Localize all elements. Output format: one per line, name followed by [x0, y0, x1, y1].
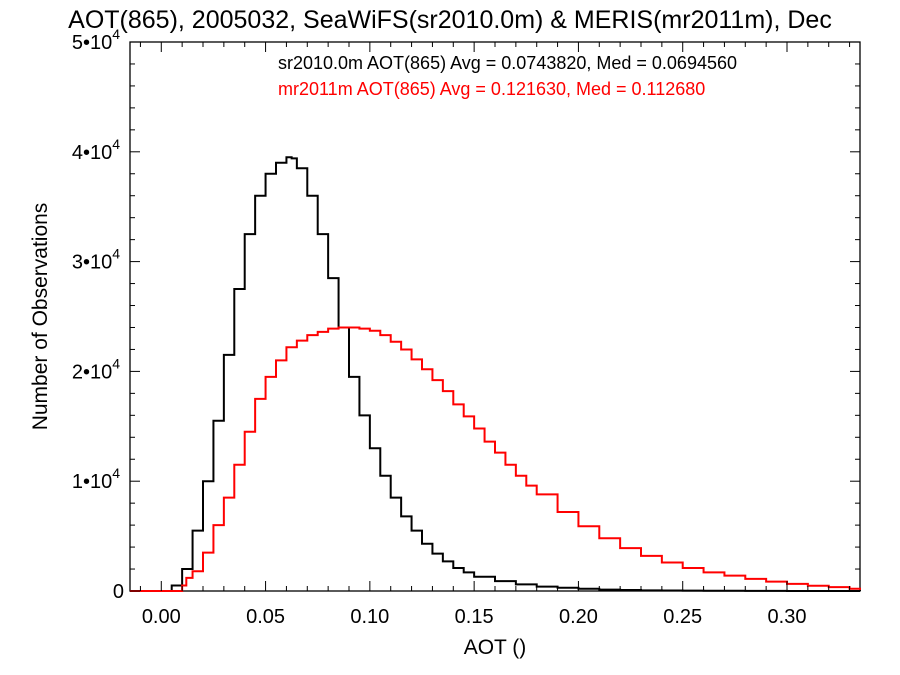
x-axis-label: AOT ()	[464, 636, 527, 659]
x-tick-label: 0.10	[350, 606, 389, 628]
y-tick-label: 4•104	[72, 136, 120, 164]
plot-area	[129, 41, 861, 592]
x-tick-label: 0.00	[142, 606, 181, 628]
series-layer	[130, 156, 861, 592]
y-tick-label-text: 2•104	[72, 355, 120, 383]
legend-entry-mr2011m: mr2011m AOT(865) Avg = 0.121630, Med = 0…	[278, 79, 705, 99]
y-tick-label-text: 5•104	[72, 26, 120, 54]
series-line-sr2010.0m	[130, 156, 861, 592]
x-axis: 0.00 0.05 0.10 0.15 0.20 0.25 0.30	[139, 42, 851, 628]
x-tick-label: 0.25	[663, 606, 702, 628]
y-tick-label: 2•104	[72, 355, 120, 383]
x-tick-label: 0.30	[768, 606, 807, 628]
legend-entry-sr2010.0m: sr2010.0m AOT(865) Avg = 0.0743820, Med …	[278, 53, 737, 73]
x-tick-label: 0.05	[246, 606, 285, 628]
x-tick-label: 0.15	[455, 606, 494, 628]
y-tick-label: 0	[113, 581, 124, 603]
y-tick-label-text: 1•104	[72, 465, 120, 493]
series-line-mr2011m	[130, 326, 861, 592]
y-tick-label: 5•104	[72, 26, 120, 54]
x-tick-label: 0.20	[559, 606, 598, 628]
y-tick-label: 1•104	[72, 465, 120, 493]
y-tick-label-text: 0	[113, 581, 124, 603]
plot-border	[129, 41, 861, 592]
y-tick-label: 3•104	[72, 246, 120, 274]
y-axis: 0 1•104 2•104 3•104 4•104 5•104	[72, 26, 860, 603]
y-axis-label: Number of Observations	[29, 203, 52, 431]
chart-title: AOT(865), 2005032, SeaWiFS(sr2010.0m) & …	[68, 6, 832, 34]
y-tick-label-text: 4•104	[72, 136, 120, 164]
y-tick-label-text: 3•104	[72, 246, 120, 274]
legend: sr2010.0m AOT(865) Avg = 0.0743820, Med …	[278, 53, 737, 99]
